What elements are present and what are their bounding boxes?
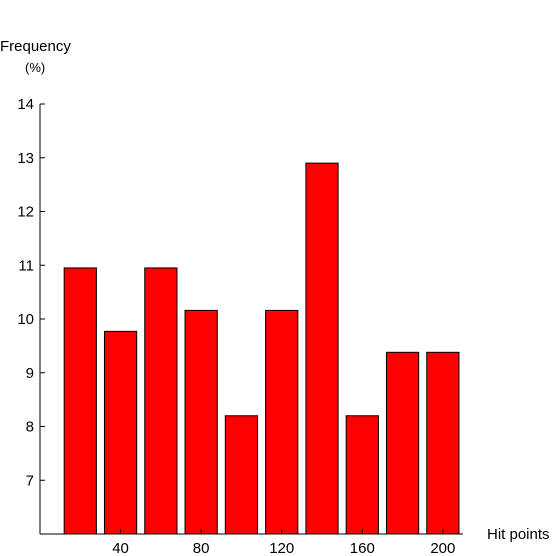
y-tick-label-10: 10 xyxy=(17,311,34,328)
x-axis-label: Hit points xyxy=(487,526,550,543)
x-tick-label-160: 160 xyxy=(350,540,375,556)
bar-7 xyxy=(305,162,339,535)
bar-5 xyxy=(224,415,259,535)
x-tick-label-40: 40 xyxy=(112,540,129,556)
y-tick-label-12: 12 xyxy=(17,204,34,221)
y-tick-label-9: 9 xyxy=(26,365,34,382)
bar-2 xyxy=(103,330,138,535)
x-tick-label-80: 80 xyxy=(193,540,210,556)
bar-9 xyxy=(385,351,420,535)
y-tick-label-7: 7 xyxy=(26,472,34,489)
bar-6 xyxy=(265,309,299,535)
y-tick-label-14: 14 xyxy=(17,96,34,113)
x-tick-label-120: 120 xyxy=(269,540,294,556)
x-tick-label-200: 200 xyxy=(430,540,455,556)
y-tick-label-11: 11 xyxy=(18,257,34,274)
bar-4 xyxy=(184,309,218,535)
bar-3 xyxy=(144,267,178,535)
y-axis-label: Frequency xyxy=(0,38,71,55)
bar-10 xyxy=(426,351,460,535)
bar-8 xyxy=(345,415,379,535)
bar-1 xyxy=(63,267,97,535)
y-axis-unit: (%) xyxy=(25,60,45,75)
y-tick-label-13: 13 xyxy=(17,150,34,167)
bars-group xyxy=(63,162,460,535)
axes-group: 7 8 9 10 11 12 13 14 40 80 120 160 200 xyxy=(17,96,463,556)
y-tick-label-8: 8 xyxy=(26,419,34,436)
